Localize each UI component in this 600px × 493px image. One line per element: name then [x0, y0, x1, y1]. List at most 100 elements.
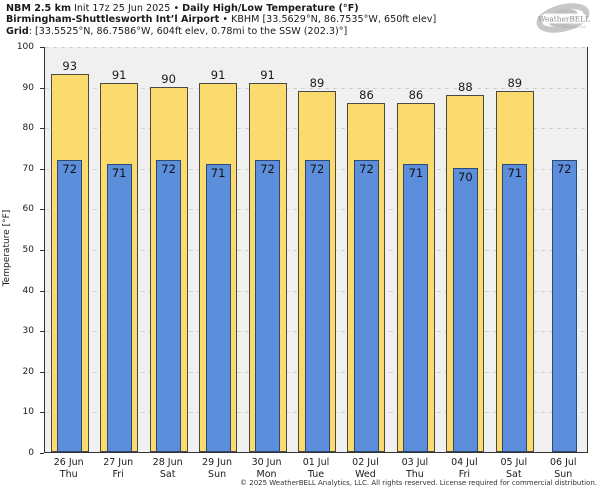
header-line-1: NBM 2.5 km Init 17z 25 Jun 2025 • Daily …: [6, 3, 436, 14]
high-value-label: 91: [111, 67, 127, 82]
low-bar: 72: [255, 159, 281, 452]
low-value-label: 70: [458, 169, 473, 184]
grid-details: : [33.5525°N, 86.7586°W, 604ft elev, 0.7…: [28, 25, 348, 37]
low-value-label: 72: [260, 161, 275, 176]
low-value-label: 72: [309, 161, 325, 176]
x-category-label: 02 Jul Wed: [341, 457, 390, 480]
low-value-label: 71: [210, 165, 226, 180]
x-label-date: 04 Jul: [451, 457, 478, 468]
low-bar: 72: [156, 159, 182, 452]
low-value-label: 71: [408, 165, 424, 180]
x-label-day: Fri: [458, 468, 471, 480]
gridline-100: [45, 47, 587, 48]
x-label-date: 02 Jul: [352, 457, 379, 468]
y-tick-mark: [40, 412, 44, 414]
x-category-label: 26 Jun Thu: [44, 457, 93, 480]
x-label-date: 26 Jun: [53, 457, 84, 468]
y-tick-label-60: 60: [22, 204, 34, 215]
header-line-3: Grid: [33.5525°N, 86.7586°W, 604ft elev,…: [6, 26, 436, 37]
x-label-date: 30 Jun: [251, 457, 282, 468]
low-value-label: 71: [111, 165, 127, 180]
header-line-2: Birmingham-Shuttlesworth Int’l Airport •…: [6, 14, 436, 25]
x-label-date: 06 Jul: [549, 457, 577, 468]
low-bar: 71: [403, 163, 429, 452]
y-tick-mark: [40, 250, 44, 251]
x-label-day: Sat: [506, 468, 522, 480]
station-details: • KBHM [33.5629°N, 86.7535°W, 650ft elev…: [219, 14, 437, 26]
x-label-day: Tue: [307, 468, 325, 480]
y-tick-label-80: 80: [22, 123, 34, 134]
low-value-label: 72: [161, 161, 176, 176]
init-time: Init 17z 25 Jun 2025 •: [70, 3, 183, 14]
chart-title: Daily High/Low Temperature (°F): [182, 3, 359, 14]
high-value-label: 90: [161, 71, 176, 86]
x-category-label: 01 Jul Tue: [291, 457, 340, 480]
x-category-label: 27 Jun Fri: [93, 457, 142, 480]
y-tick-label-40: 40: [22, 285, 34, 296]
weatherbell-logo: WeatherBELL Analytics LLC: [532, 2, 596, 42]
y-tick-label-100: 100: [16, 42, 34, 52]
model-name: NBM 2.5 km: [6, 3, 71, 14]
high-value-label: 88: [458, 79, 473, 94]
y-tick-mark: [40, 87, 44, 89]
y-tick-label-90: 90: [22, 82, 34, 93]
x-label-day: Sun: [554, 468, 573, 480]
x-label-date: 01 Jul: [302, 457, 330, 468]
y-tick-mark: [40, 371, 44, 373]
x-label-day: Thu: [405, 468, 424, 480]
high-value-label: 89: [507, 75, 523, 90]
y-tick-label-20: 20: [22, 366, 34, 377]
low-bar: 72: [57, 159, 83, 452]
low-bar: 71: [502, 163, 528, 452]
high-value-label: 89: [309, 75, 325, 90]
y-tick-mark: [40, 453, 44, 454]
x-category-label: 29 Jun Sun: [192, 457, 241, 480]
y-tick-mark: [40, 331, 44, 333]
chart-header: NBM 2.5 km Init 17z 25 Jun 2025 • Daily …: [6, 3, 436, 37]
x-category-label: 28 Jun Sat: [143, 457, 192, 480]
x-label-day: Sun: [208, 468, 227, 480]
y-tick-label-0: 0: [28, 448, 34, 458]
x-label-day: Wed: [355, 468, 376, 480]
x-label-date: 29 Jun: [202, 457, 233, 468]
high-value-label: 93: [62, 59, 78, 74]
y-tick-mark: [40, 209, 44, 211]
x-category-label: 03 Jul Thu: [390, 457, 439, 480]
high-value-label: 86: [359, 87, 374, 102]
low-bar: 71: [205, 163, 231, 452]
x-label-date: 28 Jun: [152, 457, 183, 468]
x-label-date: 03 Jul: [401, 457, 429, 468]
high-value-label: 86: [408, 87, 424, 102]
y-tick-mark: [40, 128, 44, 130]
x-label-day: Sat: [159, 468, 176, 480]
x-label-day: Thu: [59, 468, 78, 480]
x-category-label: 05 Jul Sat: [489, 457, 538, 480]
low-bar: 70: [452, 167, 478, 452]
y-tick-mark: [40, 290, 44, 292]
y-tick-label-50: 50: [22, 245, 34, 255]
y-tick-label-10: 10: [22, 407, 34, 418]
x-category-label: 04 Jul Fri: [440, 457, 489, 480]
plot-area: 93 72 91 71 90 72 91 71 91 72 89 72 86 72 86 71 88 70 89 71…: [44, 47, 588, 453]
low-bar: 71: [106, 163, 132, 452]
grid-label: Grid: [6, 25, 29, 37]
low-bar: 72: [353, 159, 379, 452]
y-tick-label-30: 30: [22, 326, 34, 337]
low-value-label: 72: [359, 161, 374, 176]
low-bar: 72: [304, 159, 330, 452]
high-value-label: 91: [260, 67, 275, 82]
station-name: Birmingham-Shuttlesworth Int’l Airport: [6, 14, 220, 26]
gridline-90: [45, 87, 587, 89]
copyright-notice: © 2025 WeatherBELL Analytics, LLC. All r…: [240, 479, 597, 487]
high-value-label: 91: [210, 67, 226, 82]
y-tick-label-70: 70: [22, 163, 34, 174]
x-category-label: 06 Jul Sun: [539, 457, 588, 480]
logo-subtext: Analytics LLC: [562, 25, 586, 29]
low-value-label: 72: [556, 161, 572, 176]
y-tick-mark: [40, 47, 44, 48]
y-tick-mark: [40, 168, 44, 170]
x-category-label: 30 Jun Mon: [242, 457, 291, 480]
low-value-label: 71: [507, 165, 523, 180]
low-bar: 72: [551, 159, 577, 452]
